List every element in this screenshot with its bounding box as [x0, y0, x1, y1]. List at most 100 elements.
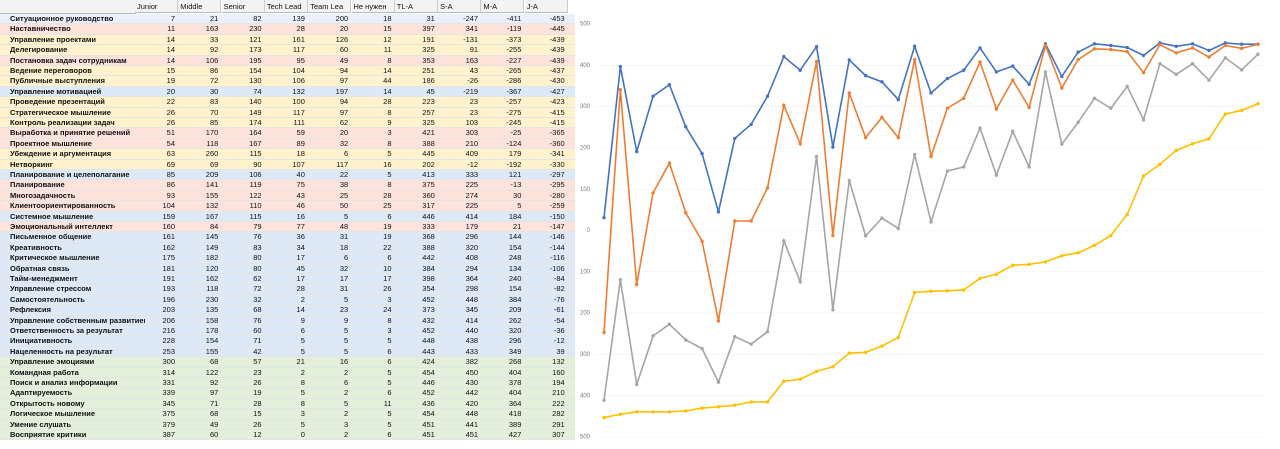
cell: 364	[508, 398, 522, 408]
point	[929, 154, 933, 159]
cell: 45	[296, 263, 305, 273]
row-bg	[0, 211, 575, 222]
cell: 86	[209, 66, 219, 75]
cell: 50	[339, 201, 349, 211]
header-cell[interactable]: S-A	[438, 0, 482, 13]
cell: 203	[162, 305, 175, 315]
cell: 18	[383, 14, 392, 23]
cell: 424	[422, 357, 435, 367]
cell: 349	[508, 346, 522, 356]
cell: 384	[422, 263, 435, 273]
row-bg	[0, 419, 575, 430]
y-tick-label: 400	[580, 63, 591, 69]
cell: 404	[508, 367, 522, 377]
point	[896, 226, 900, 231]
cell: 132	[552, 357, 565, 367]
cell: 409	[465, 149, 479, 159]
cell: 111	[293, 118, 305, 127]
cell: 333	[422, 222, 435, 231]
header-cell[interactable]: J-A	[524, 0, 568, 13]
point	[831, 145, 835, 149]
cell: 20	[339, 128, 349, 138]
point	[1109, 43, 1113, 48]
cell: 5	[387, 170, 392, 179]
point	[962, 96, 966, 101]
cell: 3	[387, 326, 392, 335]
cell: -255	[506, 45, 522, 55]
point	[618, 64, 623, 69]
cell: 317	[422, 201, 435, 211]
cell: 368	[422, 232, 435, 242]
cell: 173	[249, 45, 262, 55]
row-bg	[0, 336, 575, 347]
row-bg	[0, 24, 575, 35]
row-bg	[0, 107, 575, 118]
cell: -373	[506, 34, 522, 44]
cell: 445	[422, 149, 435, 159]
cell: 5	[387, 419, 392, 429]
cell: 71	[209, 398, 219, 408]
cell: 2	[344, 430, 349, 439]
header-cell[interactable]	[0, 0, 136, 14]
cell: 21	[209, 14, 219, 23]
cell: -119	[506, 24, 522, 34]
cell: -453	[549, 14, 565, 23]
cell: -227	[506, 55, 522, 65]
point	[1125, 212, 1129, 217]
cell: 388	[422, 242, 435, 252]
cell: 19	[383, 232, 392, 242]
cell: 382	[465, 357, 479, 367]
header-cell[interactable]: TL-A	[394, 0, 438, 13]
cell: 262	[508, 315, 522, 325]
header-cell[interactable]: Senior	[221, 0, 265, 13]
cell: 14	[166, 45, 175, 55]
point	[929, 289, 933, 293]
cell: 191	[162, 274, 175, 283]
point	[1141, 174, 1146, 178]
header-cell[interactable]: Tech Lead	[264, 0, 308, 13]
point	[1060, 74, 1064, 79]
cell: 345	[465, 305, 479, 315]
cell: 3	[387, 128, 392, 138]
point	[1109, 233, 1113, 238]
point	[847, 58, 851, 62]
row-name: Открытость новому	[10, 398, 85, 408]
cell: 6	[387, 388, 392, 398]
cell: 82	[253, 14, 262, 23]
point	[749, 219, 753, 223]
header-cell[interactable]: M-A	[481, 0, 525, 13]
cell: 62	[253, 274, 262, 283]
cell: 94	[339, 66, 349, 75]
y-tick-label: -200	[580, 311, 591, 317]
point	[651, 94, 655, 98]
cell: 448	[465, 409, 479, 419]
cell: 8	[387, 315, 392, 325]
point	[1256, 52, 1260, 56]
point	[962, 68, 966, 72]
cell: 320	[465, 242, 479, 252]
cell: -12	[553, 336, 565, 346]
cell: 282	[552, 409, 565, 419]
cell: 155	[205, 190, 219, 200]
header-cell[interactable]: Не нужен	[351, 0, 395, 13]
point	[1027, 105, 1031, 110]
cell: 97	[339, 76, 349, 86]
cell: 23	[253, 367, 262, 377]
point	[602, 330, 606, 335]
point	[700, 239, 704, 243]
cell: 314	[162, 367, 175, 377]
point	[635, 282, 639, 287]
cell: 23	[339, 305, 349, 315]
cell: 49	[209, 419, 219, 429]
header-cell[interactable]: Team Lea	[308, 0, 352, 13]
header-cell[interactable]: Junior	[135, 0, 178, 13]
point	[1043, 43, 1048, 48]
cell: 10	[383, 263, 392, 273]
header-cell[interactable]: Middle	[178, 0, 222, 13]
cell: 296	[508, 336, 522, 346]
cell: -257	[506, 97, 522, 107]
cell: -297	[549, 170, 565, 179]
row-bg	[0, 45, 575, 56]
y-tick-label: 300	[580, 104, 591, 110]
cell: 216	[162, 326, 175, 335]
